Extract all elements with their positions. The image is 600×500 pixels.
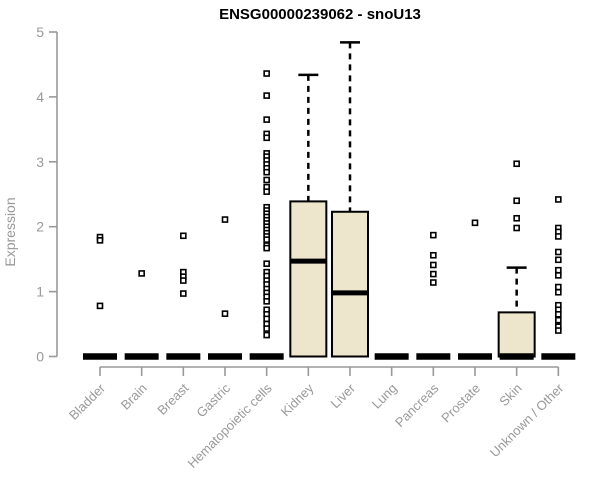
zero-bar (541, 353, 576, 360)
y-tick-label: 5 (36, 24, 44, 40)
zero-bar (249, 353, 284, 360)
outlier-point (221, 216, 229, 223)
x-category-label: Pancreas (392, 380, 442, 430)
outlier-point (555, 233, 562, 240)
zero-bar (457, 353, 492, 360)
outlier-point (180, 232, 187, 240)
y-axis-label: Expression (2, 197, 18, 266)
outlier-point (430, 270, 437, 278)
zero-bar (124, 353, 159, 360)
x-category-label: Lung (369, 381, 400, 412)
outlier-point (263, 134, 270, 142)
outlier-point (555, 272, 562, 279)
outlier-point (555, 266, 562, 274)
outlier-point (263, 244, 270, 252)
outlier-point (263, 315, 270, 323)
box-series (83, 41, 576, 360)
outlier-point (513, 224, 520, 232)
outlier-point (555, 256, 562, 264)
outlier-point (471, 219, 479, 227)
y-tick-label: 2 (36, 219, 44, 235)
outlier-point (180, 277, 187, 284)
outlier-point (555, 196, 562, 203)
zero-bar (374, 353, 409, 360)
y-tick-label: 3 (36, 154, 44, 170)
outlier-point (430, 251, 437, 259)
outlier-point (138, 270, 145, 277)
y-tick-label: 0 (36, 349, 44, 365)
outlier-point (96, 302, 104, 310)
outlier-point (263, 331, 270, 339)
outlier-point (555, 248, 562, 256)
x-category-label: Prostate (438, 381, 483, 426)
y-axis: 0 1 2 3 4 5 (36, 24, 58, 365)
x-category-label: Liver (328, 380, 359, 411)
outlier-point (263, 176, 270, 184)
outlier-point (555, 327, 562, 334)
outlier-point (180, 290, 187, 297)
x-category-label: Bladder (66, 380, 109, 423)
outlier-point (263, 325, 270, 332)
outlier-point (513, 214, 520, 222)
x-category-label: Brain (118, 381, 150, 413)
x-category-label: Unknown / Other (487, 380, 567, 460)
x-category-label: Skin (496, 381, 524, 409)
outlier-point (96, 237, 104, 244)
outlier-point (555, 288, 562, 296)
zero-bar (207, 353, 242, 360)
box (330, 210, 369, 358)
zero-bar (416, 353, 451, 360)
y-tick-label: 4 (36, 89, 44, 105)
outlier-point (513, 197, 520, 205)
x-category-label: Kidney (278, 380, 317, 419)
outlier-point (555, 283, 562, 291)
x-category-label: Breast (154, 380, 191, 417)
outlier-point (430, 279, 437, 286)
outlier-point (263, 260, 270, 267)
outlier-point (555, 316, 562, 324)
y-tick-label: 1 (36, 284, 44, 300)
outlier-point (430, 261, 437, 269)
outlier-point (221, 310, 229, 317)
outlier-point (263, 70, 270, 77)
outlier-point (263, 92, 270, 99)
outlier-point (263, 116, 270, 123)
outlier-point (513, 160, 520, 168)
zero-bar (166, 353, 201, 360)
chart-title: ENSG00000239062 - snoU13 (219, 6, 421, 23)
zero-bar (83, 353, 117, 360)
outlier-point (263, 168, 270, 176)
outlier-point (263, 236, 270, 243)
outlier-point (263, 188, 270, 195)
x-category-label: Gastric (193, 380, 233, 420)
outlier-point (430, 231, 437, 239)
box (289, 200, 328, 358)
median-zero-bar (499, 353, 534, 360)
outlier-point (263, 298, 270, 305)
outlier-point (555, 311, 562, 318)
box (497, 311, 536, 358)
